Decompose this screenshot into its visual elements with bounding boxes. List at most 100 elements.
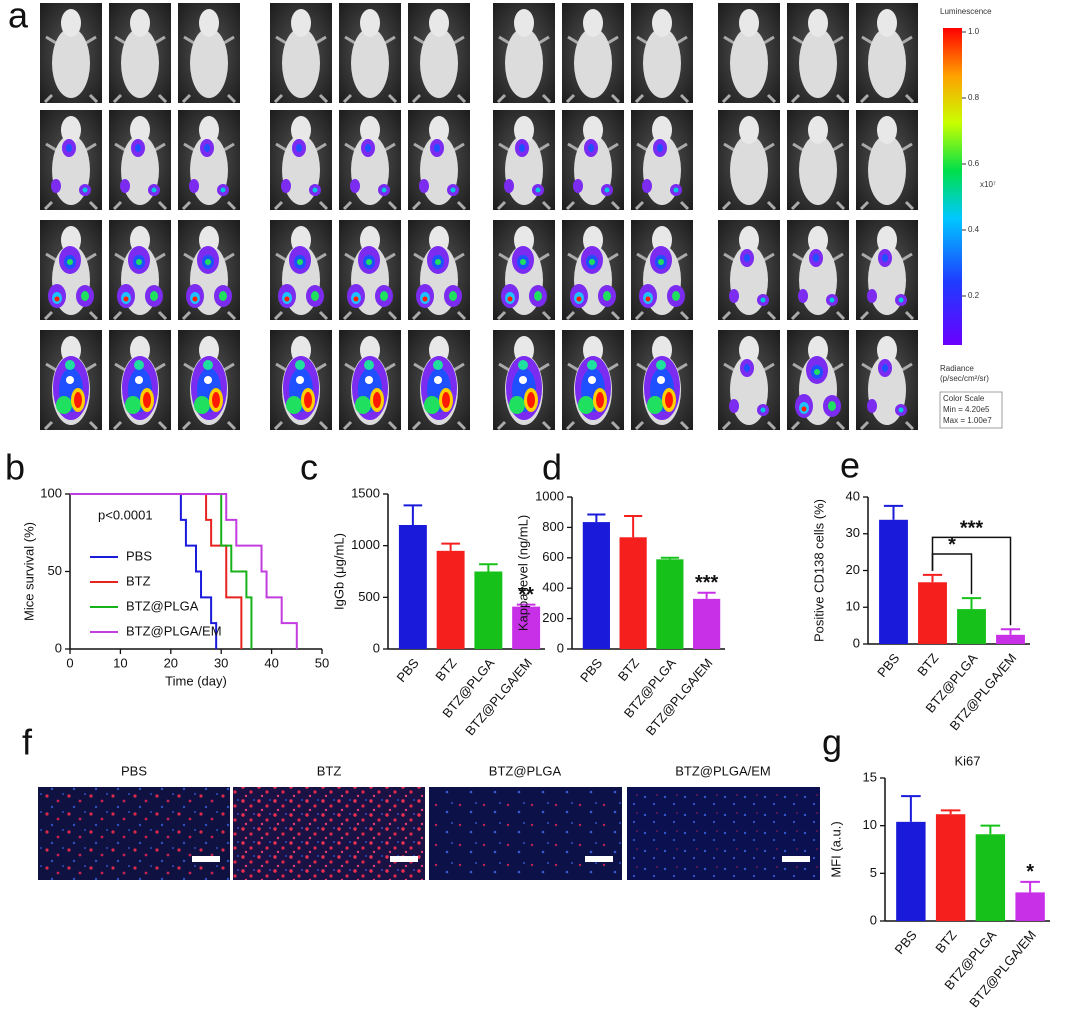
colorbar-unit: (p/sec/cm²/sr) bbox=[940, 374, 989, 383]
panel-label: e bbox=[840, 445, 860, 486]
colorbar bbox=[943, 28, 962, 345]
y-tick-label: 0 bbox=[373, 640, 380, 655]
y-axis-label: Positive CD138 cells (%) bbox=[811, 499, 826, 642]
x-tick-label: BTZ bbox=[932, 927, 959, 955]
image-title: BTZ@PLGA bbox=[489, 763, 562, 778]
x-tick-label: PBS bbox=[577, 655, 605, 685]
y-axis-label: MFI (a.u.) bbox=[828, 821, 843, 877]
x-tick-label: PBS bbox=[892, 927, 920, 957]
significance-bracket bbox=[931, 536, 1012, 626]
colorbar-tick-label: 0.4 bbox=[968, 225, 980, 234]
bar bbox=[918, 582, 947, 644]
x-tick-label: 30 bbox=[214, 655, 228, 670]
bioluminescence-images bbox=[493, 3, 693, 430]
panel-label: b bbox=[5, 447, 25, 488]
y-tick-label: 0 bbox=[870, 912, 877, 927]
colorbar-tick-label: 0.6 bbox=[968, 159, 980, 168]
y-tick-label: 0 bbox=[55, 640, 62, 655]
fluorescence-image bbox=[627, 787, 820, 880]
y-tick-label: 500 bbox=[358, 589, 380, 604]
color-scale-min: Min = 4.20e5 bbox=[943, 405, 990, 414]
chart-title: Ki67 bbox=[954, 753, 980, 768]
x-tick-label: PBS bbox=[394, 655, 422, 685]
y-tick-label: 800 bbox=[542, 519, 564, 534]
panel-label: d bbox=[542, 447, 562, 488]
bioluminescence-images bbox=[718, 3, 918, 430]
x-tick-label: 0 bbox=[66, 655, 73, 670]
y-tick-label: 50 bbox=[48, 563, 62, 578]
image-title: BTZ@PLGA/EM bbox=[675, 763, 771, 778]
survival-line bbox=[70, 493, 243, 649]
significance-label: *** bbox=[960, 518, 984, 540]
bar bbox=[975, 834, 1006, 921]
y-tick-label: 0 bbox=[557, 640, 564, 655]
y-tick-label: 600 bbox=[542, 549, 564, 564]
image-title: BTZ bbox=[317, 763, 342, 778]
bioluminescence-images bbox=[40, 3, 240, 430]
bar bbox=[879, 519, 908, 644]
y-tick-label: 10 bbox=[863, 817, 877, 832]
x-tick-label: 50 bbox=[315, 655, 329, 670]
colorbar-title: Luminescence bbox=[940, 7, 992, 16]
y-tick-label: 100 bbox=[40, 485, 62, 500]
annotation: p<0.0001 bbox=[98, 507, 153, 522]
x-axis-label: Time (day) bbox=[165, 673, 227, 688]
legend-label: PBS bbox=[126, 548, 152, 563]
x-tick-label: 40 bbox=[264, 655, 278, 670]
y-tick-label: 200 bbox=[542, 610, 564, 625]
scale-bar bbox=[390, 856, 418, 862]
significance-label: ** bbox=[518, 584, 534, 606]
y-tick-label: 1500 bbox=[351, 485, 380, 500]
panel-label: c bbox=[300, 447, 318, 488]
colorbar-unit-title: Radiance bbox=[940, 364, 974, 373]
y-tick-label: 1000 bbox=[535, 488, 564, 503]
y-axis-label: Mice survival (%) bbox=[21, 522, 36, 621]
x-tick-label: BTZ@PLGA/EM bbox=[643, 655, 716, 738]
scale-bar bbox=[192, 856, 220, 862]
survival-line bbox=[70, 493, 253, 649]
bar bbox=[693, 598, 721, 649]
x-tick-label: BTZ bbox=[432, 655, 459, 683]
x-tick-label: 10 bbox=[113, 655, 127, 670]
significance-label: * bbox=[948, 534, 956, 556]
bar bbox=[996, 634, 1025, 644]
colorbar-multiplier: x10⁷ bbox=[980, 180, 996, 189]
x-tick-label: BTZ@PLGA/EM bbox=[462, 655, 535, 738]
y-axis-label: IgGb (μg/mL) bbox=[331, 533, 346, 610]
y-axis-label: Kappa level (ng/mL) bbox=[515, 515, 530, 631]
image-title: PBS bbox=[121, 763, 147, 778]
legend-label: BTZ@PLGA bbox=[126, 598, 199, 613]
legend-label: BTZ bbox=[126, 573, 151, 588]
fluorescence-image bbox=[233, 787, 425, 880]
bar bbox=[582, 522, 610, 649]
color-scale-box bbox=[939, 391, 1003, 429]
y-tick-label: 400 bbox=[542, 580, 564, 595]
bar bbox=[619, 537, 647, 649]
colorbar-tick-label: 0.8 bbox=[968, 93, 980, 102]
x-tick-label: 20 bbox=[164, 655, 178, 670]
survival-line bbox=[70, 493, 218, 649]
x-tick-label: BTZ bbox=[914, 650, 941, 678]
color-scale-max: Max = 1.00e7 bbox=[943, 416, 992, 425]
bar bbox=[474, 571, 503, 649]
bar bbox=[896, 821, 926, 921]
y-tick-label: 40 bbox=[846, 488, 860, 503]
colorbar-tick-label: 0.2 bbox=[968, 291, 980, 300]
scale-bar bbox=[585, 856, 613, 862]
y-tick-label: 15 bbox=[863, 769, 877, 784]
y-tick-label: 10 bbox=[846, 599, 860, 614]
fluorescence-image bbox=[38, 787, 230, 880]
scale-bar bbox=[782, 856, 810, 862]
fluorescence-image bbox=[429, 787, 622, 880]
y-tick-label: 1000 bbox=[351, 537, 380, 552]
significance-label: *** bbox=[695, 572, 719, 594]
y-tick-label: 5 bbox=[870, 865, 877, 880]
y-tick-label: 0 bbox=[853, 635, 860, 650]
bar bbox=[656, 559, 684, 649]
bar bbox=[1015, 892, 1045, 921]
panel-label: f bbox=[22, 722, 33, 763]
bar bbox=[957, 609, 986, 644]
panel-label: g bbox=[822, 722, 842, 763]
legend-label: BTZ@PLGA/EM bbox=[126, 623, 222, 638]
